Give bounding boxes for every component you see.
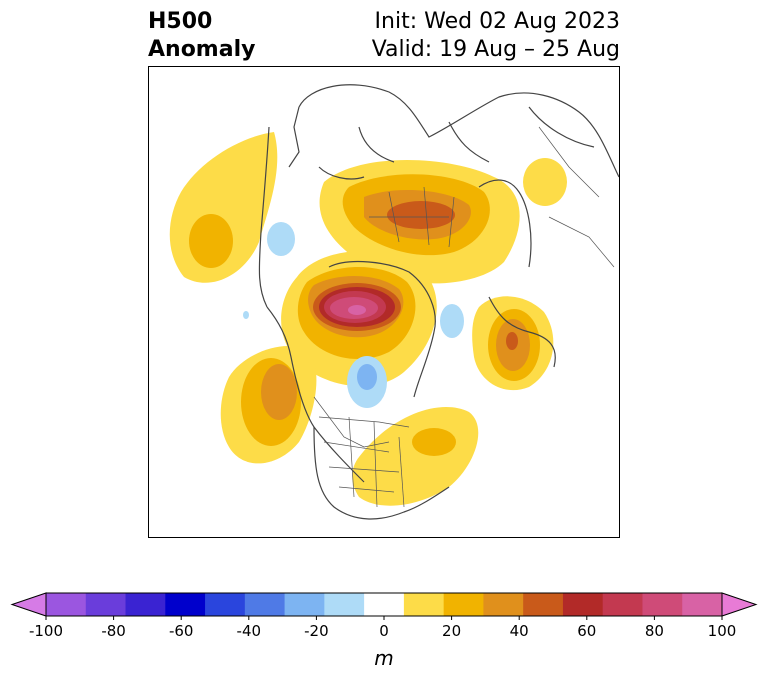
colorbar-bin — [602, 593, 643, 616]
country-borders — [313, 126, 615, 508]
colorbar-bin — [46, 593, 87, 616]
title-type: Anomaly — [148, 37, 256, 62]
ridge-kamchatka — [523, 158, 567, 206]
colorbar-tick-label: -40 — [236, 622, 262, 640]
colorbar-bin — [85, 593, 127, 616]
colorbar-bin — [205, 593, 246, 616]
trough-greenland — [440, 304, 464, 338]
map-title: H500 Anomaly — [148, 8, 255, 64]
ridge-eastern-us-core — [412, 428, 456, 456]
map-canvas — [169, 84, 619, 520]
colorbar-bin — [523, 593, 564, 616]
colorbar-over-arrow — [721, 592, 758, 617]
colorbar-tick-label: -60 — [168, 622, 194, 640]
colorbar-ticks: -100 -80 -60 -40 -20 0 20 40 60 80 100 — [0, 622, 768, 642]
colorbar-bin — [364, 593, 405, 616]
valid-range: Valid: 19 Aug – 25 Aug — [371, 37, 620, 62]
ridge-arctic-in6 — [348, 305, 366, 315]
colorbar-under-arrow — [10, 592, 47, 617]
ridge-europe-core — [506, 332, 518, 350]
colorbar-tick-label: 0 — [379, 622, 389, 640]
ridge-eastern-us — [352, 407, 479, 506]
title-variable: H500 — [148, 9, 213, 34]
colorbar-tick-label: -20 — [304, 622, 329, 640]
colorbar — [0, 585, 768, 645]
trough-hudson-core — [357, 364, 377, 390]
colorbar-bin — [284, 593, 325, 616]
colorbar-tick-label: 100 — [707, 622, 737, 640]
map-dates: Init: Wed 02 Aug 2023 Valid: 19 Aug – 25… — [372, 8, 620, 64]
colorbar-bin — [324, 593, 365, 616]
trough-small — [243, 311, 249, 319]
colorbar-unit-label: m — [374, 646, 394, 670]
colorbar-bin — [244, 593, 286, 616]
coastlines — [258, 84, 619, 520]
colorbar-bin — [483, 593, 524, 616]
ridge-pacific-core — [189, 214, 233, 268]
colorbar-bin — [682, 593, 723, 616]
colorbar-bin — [642, 593, 683, 616]
colorbar-tick-label: 40 — [509, 622, 529, 640]
init-date: Init: Wed 02 Aug 2023 — [374, 9, 620, 34]
colorbar-tick-label: 60 — [577, 622, 597, 640]
colorbar-bin — [165, 593, 206, 616]
colorbar-bin — [125, 593, 166, 616]
ridge-siberia-core — [387, 201, 455, 229]
colorbar-tick-label: 80 — [644, 622, 664, 640]
colorbar-tick-label: -80 — [101, 622, 126, 640]
colorbar-tick-label: 20 — [442, 622, 462, 640]
colorbar-svg — [10, 592, 758, 620]
colorbar-bin — [562, 593, 604, 616]
colorbar-bin — [443, 593, 484, 616]
ridge-western-us-core — [261, 364, 297, 420]
anomaly-map — [148, 66, 620, 538]
trough-bering — [267, 222, 295, 256]
colorbar-tick-label: -100 — [28, 622, 64, 640]
colorbar-bin — [403, 593, 445, 616]
